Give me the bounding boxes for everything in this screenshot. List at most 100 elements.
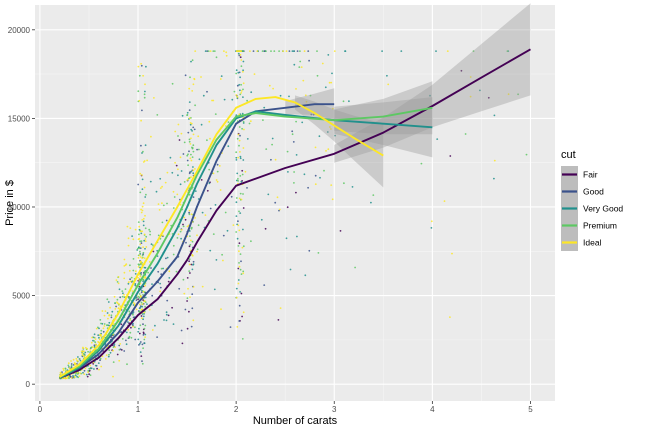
data-point [183,216,186,219]
data-point [129,317,132,320]
data-point [89,364,92,367]
data-point [252,50,255,52]
data-point [331,198,334,201]
data-point [233,90,236,93]
data-point [196,250,198,253]
data-point [189,296,191,298]
data-point [191,156,194,159]
data-point [220,308,222,311]
data-point [108,321,111,324]
data-point [156,114,159,116]
data-point [142,318,145,321]
data-point [134,284,137,286]
y-tick-label: 15000 [8,114,31,123]
data-point [253,73,256,75]
data-point [85,373,88,376]
data-point [206,90,208,93]
data-point [265,148,268,151]
legend-item-ideal: Ideal [561,234,602,251]
data-point [144,227,147,230]
data-point [144,296,147,299]
data-point [242,96,244,98]
data-point [204,214,207,217]
data-point [171,82,174,85]
data-point [242,245,245,248]
data-point [112,346,115,348]
data-point [181,342,184,345]
data-point [238,197,241,200]
data-point [178,287,181,290]
data-point [191,146,193,149]
data-point [141,362,144,365]
legend-title: cut [561,149,576,161]
data-point [147,271,150,274]
data-point [209,50,212,52]
data-point [192,196,195,199]
data-point [123,265,126,267]
data-point [172,207,175,209]
data-point [303,50,306,52]
data-point [295,88,297,90]
data-point [78,375,81,377]
data-point [121,295,124,298]
data-point [84,346,87,349]
data-point [165,311,168,314]
data-point [188,172,191,175]
data-point [192,319,195,322]
data-point [292,141,295,143]
data-point [189,123,192,126]
data-point [222,259,224,262]
data-point [99,333,101,336]
data-point [165,313,168,316]
data-point [188,138,191,141]
data-point [237,267,240,270]
data-point [142,150,144,153]
legend: cut Fair Good Very Good Premium Ideal [561,149,623,251]
data-point [339,230,342,232]
data-point [237,245,240,247]
data-point [132,301,135,304]
data-point [142,202,145,205]
data-point [116,353,119,356]
data-point [119,296,122,299]
data-point [469,95,472,98]
data-point [262,119,264,121]
x-tick-label: 0 [38,405,43,414]
data-point [190,263,193,266]
data-point [187,131,190,134]
data-point [139,324,142,327]
data-point [138,303,141,306]
data-point [279,307,282,309]
data-point [235,72,238,75]
data-point [193,128,196,131]
data-point [140,301,143,304]
data-point [174,130,177,133]
data-point [330,128,332,130]
data-point [99,359,101,362]
data-point [223,98,226,101]
data-point [97,326,99,329]
data-point [137,90,140,93]
data-point [307,50,310,52]
data-point [168,277,171,279]
data-point [218,165,221,167]
data-point [323,169,325,172]
data-point [70,363,73,365]
data-point [209,207,212,210]
data-point [110,314,113,317]
data-point [240,83,243,86]
data-point [129,280,132,283]
data-point [179,203,182,206]
data-point [186,225,189,228]
data-point [148,308,151,311]
data-point [137,183,140,186]
legend-label: Fair [583,170,598,180]
data-point [186,179,189,181]
data-point [117,307,120,309]
data-point [138,254,141,257]
data-point [182,223,184,226]
data-point [239,134,241,137]
data-point [88,367,91,370]
data-point [216,170,219,173]
data-point [212,233,215,236]
